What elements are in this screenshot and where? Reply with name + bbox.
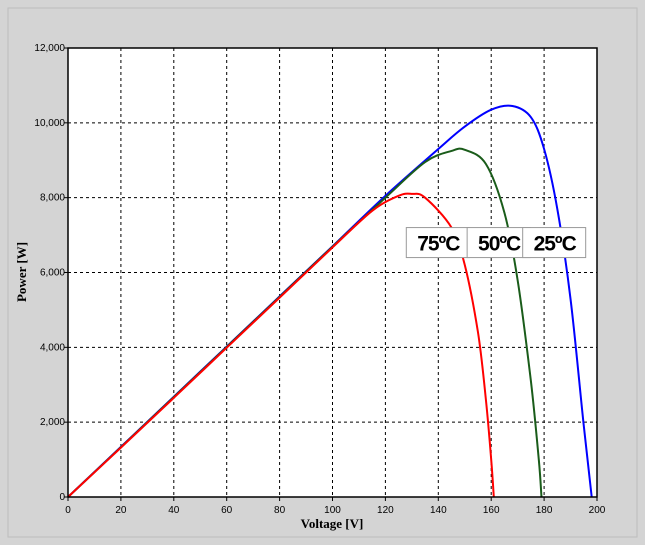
label-box <box>405 227 470 259</box>
x-tick-label: 100 <box>324 505 341 516</box>
x-tick-label: 20 <box>115 505 127 516</box>
temperature-label-text: 25ºC <box>534 233 577 256</box>
temperature-label-1: 75ºC <box>405 227 470 259</box>
series-lines <box>67 104 593 498</box>
y-tick-label: 10,000 <box>34 118 65 129</box>
temperature-label-2: 50ºC <box>466 227 531 259</box>
x-tick-label: 120 <box>377 505 394 516</box>
label-box <box>466 227 531 259</box>
y-tick-label: 2,000 <box>40 417 65 428</box>
x-tick-label: 60 <box>221 505 233 516</box>
grid-lines <box>68 48 597 497</box>
x-tick-label: 160 <box>483 505 500 516</box>
x-tick-label: 80 <box>274 505 286 516</box>
series-line-3 <box>67 192 495 498</box>
x-tick-label: 40 <box>168 505 180 516</box>
label-box <box>522 227 587 259</box>
temperature-annotations: 75ºC 50ºC 25ºC <box>405 227 587 259</box>
temperature-label-3: 25ºC <box>522 227 587 259</box>
x-axis-ticks: 0 20 40 60 80 100 120 140 160 180 200 <box>65 497 606 516</box>
x-tick-label: 140 <box>430 505 447 516</box>
x-tick-label: 180 <box>536 505 553 516</box>
x-tick-label: 200 <box>589 505 606 516</box>
y-tick-label: 12,000 <box>34 43 65 54</box>
y-tick-label: 8,000 <box>40 193 65 204</box>
temperature-label-text: 50ºC <box>478 233 521 256</box>
x-axis-title: Voltage [V] <box>301 516 364 531</box>
y-tick-label: 4,000 <box>40 342 65 353</box>
y-tick-label: 0 <box>59 492 65 503</box>
y-axis-title: Power [W] <box>14 242 29 302</box>
temperature-label-text: 75ºC <box>417 233 460 256</box>
y-axis-ticks: 0 2,000 4,000 6,000 8,000 10,000 12,000 <box>34 43 68 503</box>
y-tick-label: 6,000 <box>40 268 65 279</box>
x-tick-label: 0 <box>65 505 71 516</box>
